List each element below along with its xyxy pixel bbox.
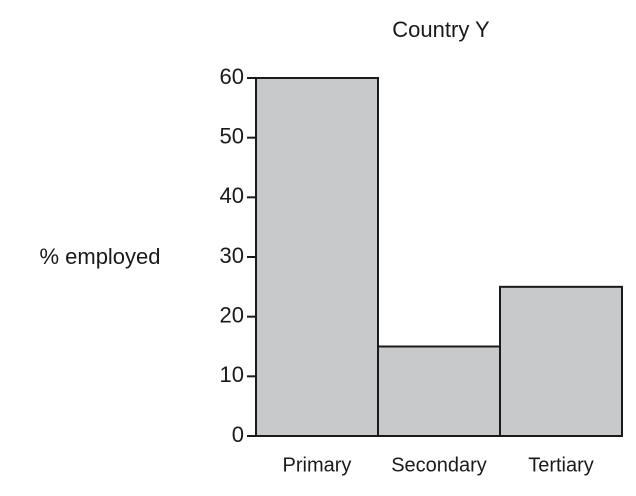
y-tick-label: 50 (220, 123, 244, 148)
x-tick-label: Secondary (391, 454, 487, 476)
y-tick-label: 60 (220, 64, 244, 89)
y-tick-label: 10 (220, 362, 244, 387)
chart-title: Country Y (392, 17, 490, 42)
y-axis-label: % employed (39, 244, 160, 269)
x-tick-label: Tertiary (528, 454, 594, 476)
x-tick-label: Primary (283, 454, 352, 476)
y-tick-label: 40 (220, 183, 244, 208)
y-tick-label: 0 (232, 422, 244, 447)
y-tick-label: 20 (220, 302, 244, 327)
y-tick-label: 30 (220, 243, 244, 268)
bar (377, 345, 501, 437)
bar (255, 77, 379, 437)
bar (499, 285, 623, 438)
